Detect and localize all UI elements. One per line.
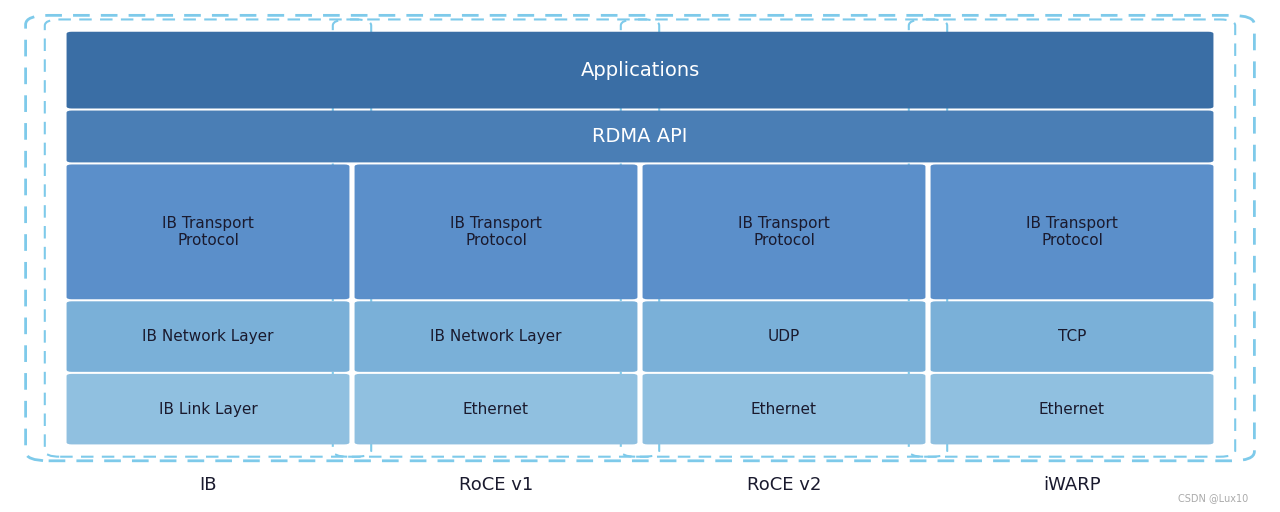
Text: IB Transport
Protocol: IB Transport Protocol	[1027, 216, 1117, 248]
Text: IB Network Layer: IB Network Layer	[430, 329, 562, 344]
FancyBboxPatch shape	[931, 374, 1213, 444]
FancyBboxPatch shape	[355, 301, 637, 372]
Text: IB Network Layer: IB Network Layer	[142, 329, 274, 344]
FancyBboxPatch shape	[643, 301, 925, 372]
Text: iWARP: iWARP	[1043, 476, 1101, 495]
Text: IB Transport
Protocol: IB Transport Protocol	[163, 216, 253, 248]
Text: TCP: TCP	[1057, 329, 1087, 344]
FancyBboxPatch shape	[931, 301, 1213, 372]
Text: Ethernet: Ethernet	[463, 401, 529, 417]
FancyBboxPatch shape	[931, 164, 1213, 299]
Text: IB Link Layer: IB Link Layer	[159, 401, 257, 417]
FancyBboxPatch shape	[67, 111, 1213, 162]
Text: IB Transport
Protocol: IB Transport Protocol	[451, 216, 541, 248]
FancyBboxPatch shape	[355, 164, 637, 299]
Text: Ethernet: Ethernet	[1039, 401, 1105, 417]
FancyBboxPatch shape	[643, 374, 925, 444]
FancyBboxPatch shape	[355, 374, 637, 444]
Text: CSDN @Lux10: CSDN @Lux10	[1178, 493, 1248, 503]
FancyBboxPatch shape	[67, 301, 349, 372]
FancyBboxPatch shape	[67, 374, 349, 444]
Text: IB: IB	[200, 476, 216, 495]
Text: Ethernet: Ethernet	[751, 401, 817, 417]
FancyBboxPatch shape	[67, 32, 1213, 109]
Text: IB Transport
Protocol: IB Transport Protocol	[739, 216, 829, 248]
FancyBboxPatch shape	[26, 15, 1254, 461]
Text: RoCE v1: RoCE v1	[458, 476, 534, 495]
Text: UDP: UDP	[768, 329, 800, 344]
Text: RoCE v2: RoCE v2	[746, 476, 822, 495]
FancyBboxPatch shape	[67, 164, 349, 299]
FancyBboxPatch shape	[643, 164, 925, 299]
Text: Applications: Applications	[580, 60, 700, 80]
Text: RDMA API: RDMA API	[593, 127, 687, 146]
